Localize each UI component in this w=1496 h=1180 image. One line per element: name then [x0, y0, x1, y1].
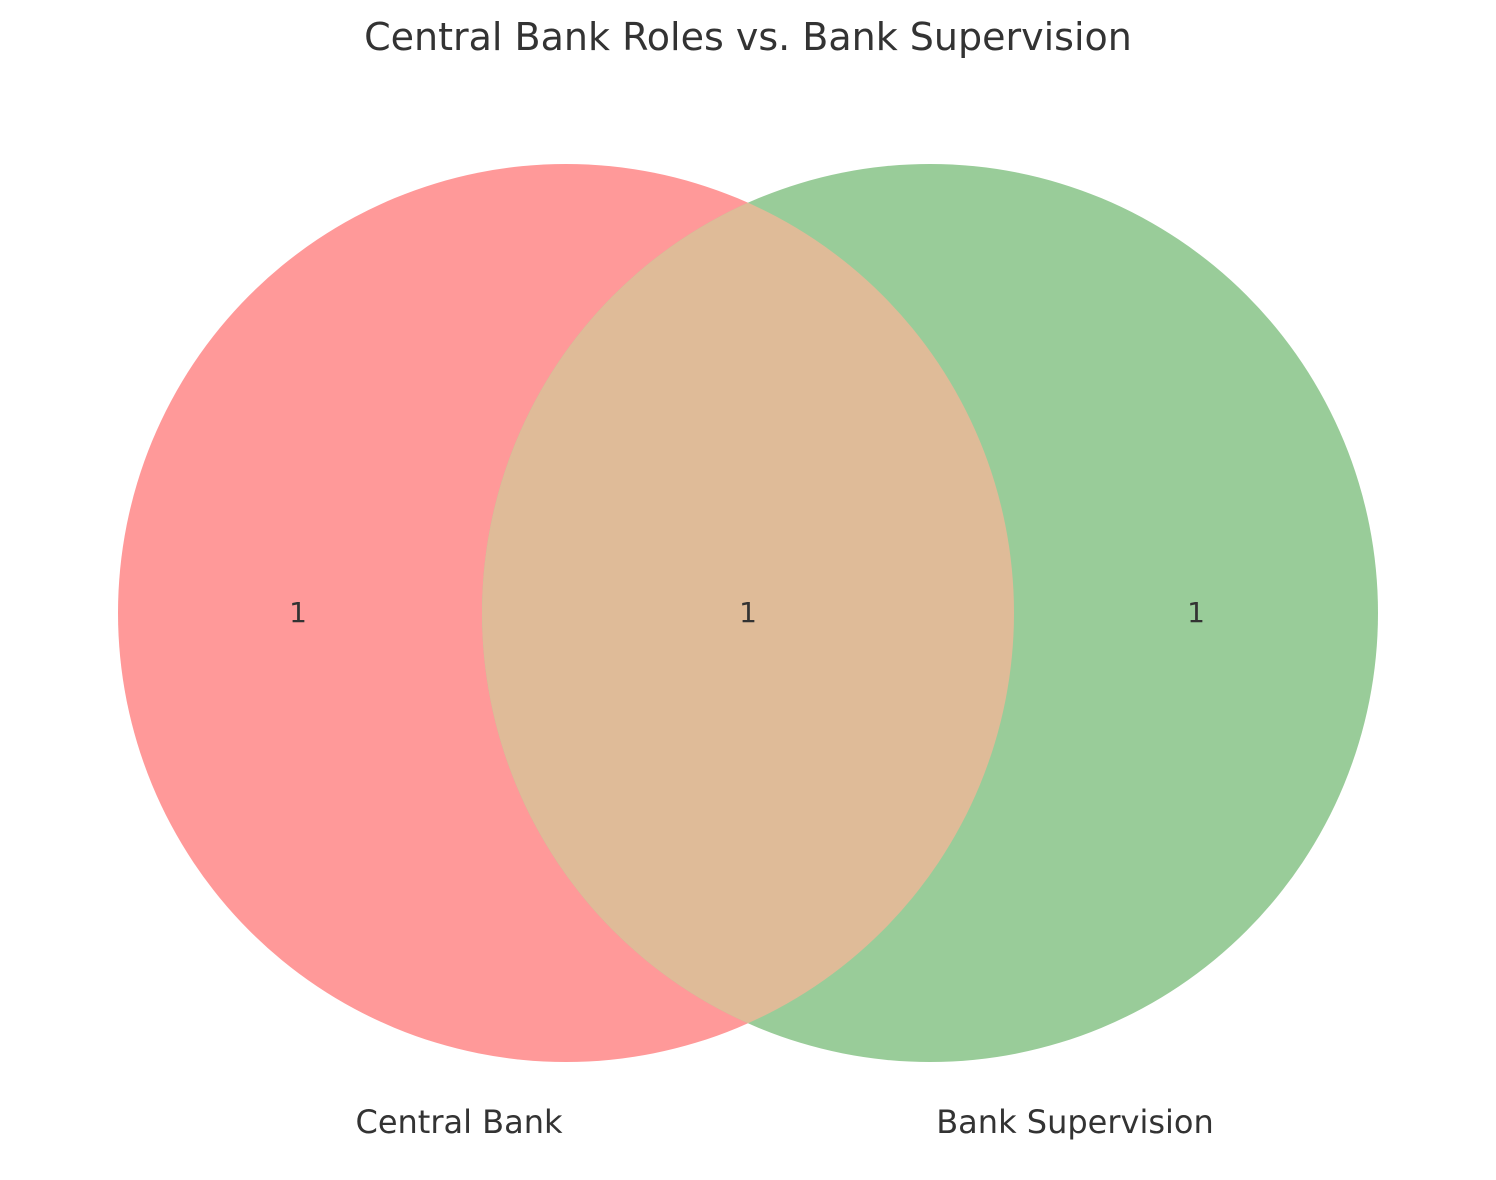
chart-title: Central Bank Roles vs. Bank Supervision — [364, 15, 1132, 59]
count-intersection: 1 — [739, 596, 757, 629]
region-intersection — [482, 164, 1014, 1062]
set-label-central-bank: Central Bank — [355, 1103, 563, 1141]
set-label-bank-supervision: Bank Supervision — [936, 1103, 1214, 1141]
count-central-bank-only: 1 — [289, 596, 307, 629]
count-bank-supervision-only: 1 — [1187, 596, 1205, 629]
